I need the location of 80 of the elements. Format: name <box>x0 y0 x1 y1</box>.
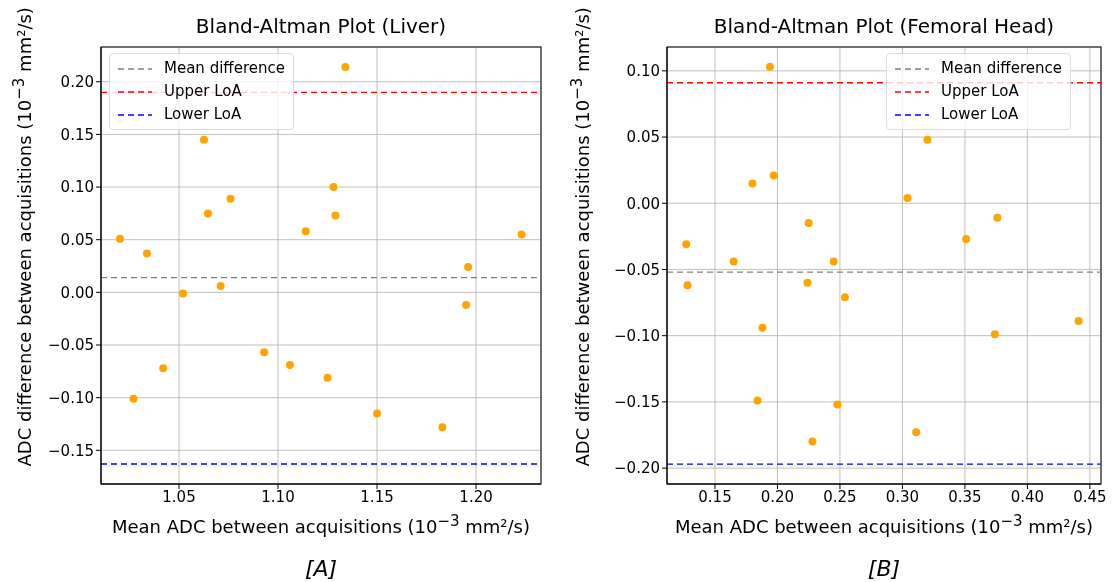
point <box>993 213 1002 222</box>
y-tick-label: −0.10 <box>614 327 660 346</box>
point <box>203 209 212 218</box>
x-axis-title: Mean ADC between acquisitions (10$^{−3}$ mm²/s) <box>110 512 531 537</box>
y-tick-label: −0.15 <box>614 393 660 412</box>
point <box>129 394 138 403</box>
x-axis-title: Mean ADC between acquisitions (10$^{−3}$ mm²/s) <box>673 512 1094 537</box>
point <box>178 289 187 298</box>
point <box>758 323 767 332</box>
x-tick-label: 1.05 <box>162 487 196 506</box>
x-tick-label: 0.25 <box>823 487 857 506</box>
point <box>1074 317 1083 326</box>
text: [A] <box>303 556 339 581</box>
point <box>517 230 526 239</box>
point <box>116 234 125 243</box>
point <box>748 179 757 188</box>
y-tick-label: −0.05 <box>614 260 660 279</box>
point <box>833 400 842 409</box>
y-tick-label: 0.00 <box>626 194 660 213</box>
point <box>990 330 999 339</box>
x-tick-label: 1.15 <box>360 487 394 506</box>
point <box>840 293 849 302</box>
point <box>729 257 738 266</box>
point <box>341 63 350 72</box>
point <box>683 281 692 290</box>
point <box>923 135 932 144</box>
x-tick-label: 0.40 <box>1010 487 1045 506</box>
x-tick-label: 1.20 <box>459 487 493 506</box>
x-tick-label: 0.20 <box>760 487 795 506</box>
legend-label: Lower LoA <box>164 104 242 125</box>
y-tick-label: −0.20 <box>614 459 660 478</box>
point <box>803 278 812 287</box>
point <box>438 423 447 432</box>
point <box>464 263 473 272</box>
x-tick-label: 1.10 <box>261 487 295 506</box>
point <box>373 409 382 418</box>
point <box>682 240 691 249</box>
point <box>962 235 971 244</box>
ref-line-label: Upper LoA <box>164 81 242 102</box>
ref-line-label: Upper LoA <box>941 81 1019 102</box>
point <box>142 249 151 258</box>
point <box>769 171 778 180</box>
y-tick-label: 0.10 <box>60 178 94 197</box>
x-tick-label: 0.15 <box>698 487 732 506</box>
y-tick-label: −0.15 <box>48 441 94 460</box>
point <box>216 282 225 291</box>
point <box>329 183 338 192</box>
point <box>285 361 294 370</box>
point <box>331 211 340 220</box>
chart-title: Bland-Altman Plot (Femoral Head) <box>712 14 1056 38</box>
x-tick-label: 0.30 <box>885 487 920 506</box>
legend-label: Mean difference <box>164 58 285 79</box>
point <box>912 428 921 437</box>
point <box>260 348 269 357</box>
y-tick-label: 0.05 <box>626 128 660 147</box>
point <box>808 437 817 446</box>
point <box>159 364 168 373</box>
y-tick-label: 0.05 <box>60 231 94 250</box>
y-tick-label: −0.05 <box>48 336 94 355</box>
y-tick-label: −0.10 <box>48 388 94 407</box>
y-tick-label: 0.00 <box>60 283 94 302</box>
point <box>765 62 774 71</box>
x-tick-label: 0.35 <box>948 487 982 506</box>
point <box>199 135 208 144</box>
point <box>323 373 332 382</box>
legend-label: Mean difference <box>941 58 1062 79</box>
y-tick-label: 0.15 <box>60 125 94 144</box>
point <box>829 257 838 266</box>
text: [B] <box>866 556 902 581</box>
point <box>301 227 310 236</box>
point <box>903 193 912 202</box>
y-tick-label: 0.10 <box>626 62 660 81</box>
chart-title: Bland-Altman Plot (Liver) <box>194 14 448 38</box>
y-tick-label: 0.20 <box>60 73 94 92</box>
point <box>753 396 762 405</box>
legend-label: Lower LoA <box>941 104 1019 125</box>
point <box>462 300 471 309</box>
point <box>804 219 813 228</box>
point <box>226 194 235 203</box>
x-tick-label: 0.45 <box>1073 487 1107 506</box>
